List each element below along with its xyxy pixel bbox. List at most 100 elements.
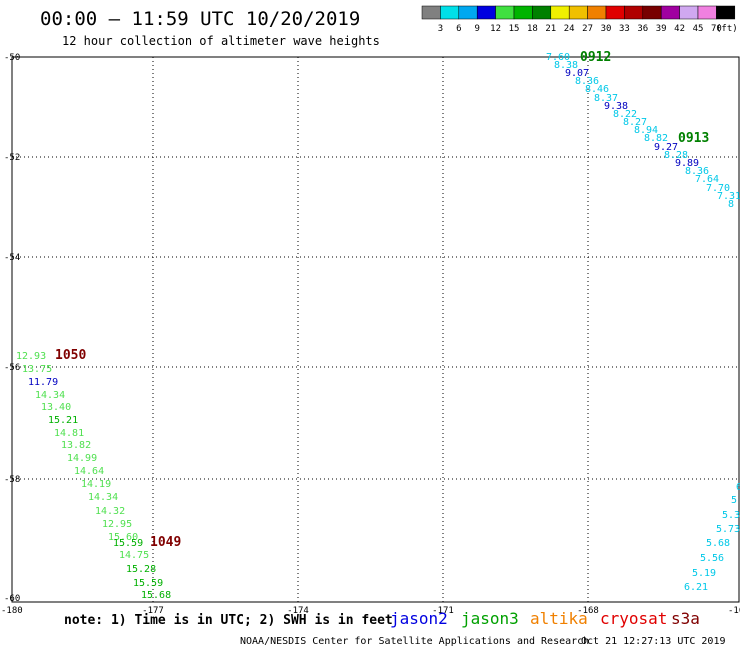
scale-tick-label: 24	[564, 24, 575, 34]
wave-height-value: 7.64	[695, 174, 719, 185]
scale-tick-label: 45	[693, 24, 704, 34]
wave-height-value: 5.73	[716, 524, 740, 535]
wave-height-value: 9.89	[675, 158, 699, 169]
wave-height-value: 8.94	[634, 125, 658, 136]
longitude-label: -174	[287, 606, 309, 616]
scale-swatch	[532, 5, 552, 20]
satellite-legend-s3a: s3a	[671, 609, 700, 628]
wave-height-value: 13.82	[61, 440, 91, 451]
wave-height-value: 8.22	[613, 109, 637, 120]
wave-height-value: 11.79	[28, 377, 58, 388]
scale-swatch	[660, 5, 680, 20]
scale-swatch	[624, 5, 644, 20]
wave-height-value: 15.59	[133, 578, 163, 589]
latitude-label: -58	[4, 475, 20, 485]
wave-height-value: 7.31	[717, 191, 740, 202]
scale-swatch	[716, 5, 736, 20]
scale-swatch	[458, 5, 478, 20]
scale-tick-label: 33	[619, 24, 630, 34]
wave-height-value: 13.40	[41, 402, 71, 413]
scale-tick-label: 30	[601, 24, 612, 34]
longitude-label: -16	[728, 606, 740, 616]
scale-swatch	[550, 5, 570, 20]
wave-height-value: 6	[736, 482, 740, 493]
axis-tick-labels: -50-52-54-56-58-60-180 -177 -174 -171 -168 -1…	[1, 53, 740, 616]
scale-tick-label: 21	[545, 24, 556, 34]
wave-height-value: 5.68	[706, 538, 730, 549]
wave-height-value: 15.28	[126, 564, 156, 575]
wave-height-value: 9.07	[565, 68, 589, 79]
wave-height-value: 15.60	[108, 532, 138, 543]
latitude-label: -56	[4, 363, 20, 373]
wave-height-value: 14.75	[119, 550, 149, 561]
wave-height-value: 15.21	[48, 415, 78, 426]
scale-swatch	[605, 5, 625, 20]
longitude-label: -180	[1, 606, 23, 616]
wave-height-value: 9.38	[604, 101, 628, 112]
scale-swatch	[440, 5, 460, 20]
wave-height-value: 13.75	[22, 364, 52, 375]
pass-time-label: 1049	[150, 535, 181, 550]
wave-height-value: 14.32	[95, 506, 125, 517]
wave-height-value: 14.34	[35, 390, 65, 401]
scale-swatch	[568, 5, 588, 20]
scale-tick-label: 27	[582, 24, 593, 34]
scale-unit-label: (ft)	[716, 24, 738, 34]
scale-tick-label: 39	[656, 24, 667, 34]
units-note: note: 1) Time is in UTC; 2) SWH is in fe…	[64, 613, 393, 628]
pass-time-label: 0912	[580, 50, 611, 65]
latitude-label: -52	[4, 153, 20, 163]
pass-time-label: 0913	[678, 131, 709, 146]
wave-height-value: 15.68	[141, 590, 171, 601]
wave-height-value: 12.93	[16, 351, 46, 362]
scale-tick-label: 6	[456, 24, 461, 34]
wave-height-value: 7.60	[546, 52, 570, 63]
longitude-label: -177	[142, 606, 164, 616]
generated-timestamp: Oct 21 12:27:13 UTC 2019	[581, 636, 726, 647]
wave-height-value: 5.56	[700, 553, 724, 564]
satellite-legend-cryosat: cryosat	[600, 609, 667, 628]
wave-height-value: 14.64	[74, 466, 104, 477]
longitude-label: -168	[577, 606, 599, 616]
wave-height-value: 8	[728, 199, 734, 210]
pass-time-labels: 0912 0913 1050 1049	[55, 50, 709, 550]
scale-swatch	[513, 5, 533, 20]
scale-tick-label: 42	[674, 24, 685, 34]
scale-swatch	[476, 5, 496, 20]
latitude-label: -54	[4, 253, 20, 263]
satellite-legend: jason2 jason3 altika cryosat s3a	[390, 609, 700, 628]
scale-tick-label: 3	[438, 24, 443, 34]
scale-tick-label: 15	[509, 24, 520, 34]
wave-height-value: 8.38	[554, 60, 578, 71]
pass-time-label: 1050	[55, 348, 86, 363]
scale-tick-label: 9	[474, 24, 479, 34]
wave-height-value: 7.70	[706, 183, 730, 194]
latitude-label: -50	[4, 53, 20, 63]
credit-line: NOAA/NESDIS Center for Satellite Applica…	[240, 636, 589, 647]
wave-height-value: 8.82	[644, 133, 668, 144]
satellite-legend-jason2: jason2	[390, 609, 448, 628]
graticule	[12, 57, 739, 602]
scale-swatch	[679, 5, 699, 20]
scale-tick-label: 70	[711, 24, 722, 34]
map-subtitle: 12 hour collection of altimeter wave hei…	[62, 34, 380, 48]
wave-height-value: 8.28	[664, 150, 688, 161]
wave-height-value: 8.37	[594, 93, 618, 104]
longitude-label: -171	[432, 606, 454, 616]
satellite-legend-jason3: jason3	[461, 609, 519, 628]
wave-height-value: 14.81	[54, 428, 84, 439]
wave-height-value: 5	[731, 495, 737, 506]
scale-tick-label: 18	[527, 24, 538, 34]
wave-height-value: 14.99	[67, 453, 97, 464]
scale-swatch	[495, 5, 515, 20]
wave-height-value: 8.27	[623, 117, 647, 128]
scale-tick-label: 12	[490, 24, 501, 34]
color-scale-legend: 3 6 9 12 15 18 21 24 27 30 33 36 39 42 45 70(ft)	[421, 5, 738, 34]
wave-height-value: 12.95	[102, 519, 132, 530]
wave-height-value: 6.21	[684, 582, 708, 593]
wave-height-observations: 7.608.389.078.368.468.379.388.228.278.94…	[16, 52, 740, 601]
wave-height-value: 5.19	[692, 568, 716, 579]
scale-tick-label: 36	[637, 24, 648, 34]
wave-height-value: 15.59	[113, 538, 143, 549]
